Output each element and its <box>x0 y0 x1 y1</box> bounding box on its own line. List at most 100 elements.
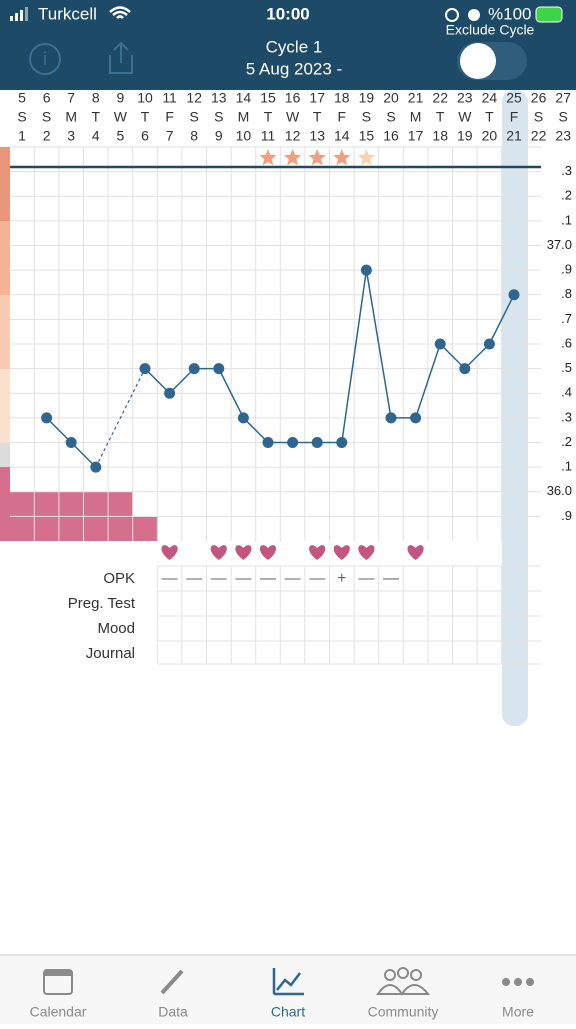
y-tick-label: .1 <box>561 459 572 474</box>
row-label: Mood <box>97 620 135 637</box>
intercourse-heart <box>210 545 227 560</box>
gap-connector <box>95 368 146 468</box>
cycle-day-label: 3 <box>67 128 75 144</box>
header-title: Cycle 1 <box>266 37 323 56</box>
date-label: 11 <box>162 90 177 106</box>
tab-label[interactable]: More <box>502 1004 534 1020</box>
wifi-icon <box>109 6 131 19</box>
y-tick-label: .8 <box>561 286 572 301</box>
row-label: Journal <box>86 645 135 662</box>
date-label: 6 <box>43 90 51 106</box>
temperature-point <box>262 437 274 448</box>
intercourse-heart <box>309 545 326 560</box>
temperature-point <box>410 412 422 424</box>
weekday-label: T <box>485 109 494 125</box>
tab-label[interactable]: Data <box>158 1004 188 1020</box>
date-label: 16 <box>285 90 301 106</box>
weekday-label: T <box>141 109 150 125</box>
row-value: — <box>186 570 202 587</box>
temperature-point <box>483 338 495 350</box>
intercourse-heart <box>259 545 277 560</box>
weekday-label: S <box>386 109 395 125</box>
temperature-point <box>385 412 397 424</box>
y-tick-label: .3 <box>561 409 572 424</box>
weekday-label: W <box>458 109 472 125</box>
y-tick-label: 37.0 <box>547 237 572 252</box>
intercourse-heart <box>333 545 350 560</box>
selected-day-column <box>502 90 528 726</box>
weekday-label: F <box>510 109 519 125</box>
cycle-day-label: 9 <box>215 128 223 144</box>
tab-bar <box>0 954 576 1024</box>
cycle-day-label: 14 <box>334 128 350 144</box>
weekday-label: S <box>534 109 543 125</box>
fertile-star <box>259 149 277 166</box>
y-tick-label: .4 <box>561 385 572 400</box>
battery-text: %100 <box>488 4 531 23</box>
tab-label[interactable]: Calendar <box>30 1004 87 1020</box>
intercourse-heart <box>235 545 252 560</box>
weekday-label: S <box>17 109 26 125</box>
y-tick-label: .2 <box>561 188 572 203</box>
row-value: + <box>337 570 346 587</box>
row-value: — <box>285 570 301 587</box>
weekday-label: F <box>338 109 347 125</box>
info-button[interactable] <box>29 43 61 75</box>
date-label: 9 <box>117 90 125 106</box>
intercourse-heart <box>358 545 375 560</box>
cycle-day-label: 10 <box>236 128 252 144</box>
weekday-label: M <box>65 109 77 125</box>
cycle-day-label: 23 <box>555 128 571 144</box>
tab-label[interactable]: Community <box>368 1004 439 1020</box>
weekday-label: S <box>362 109 371 125</box>
temperature-point <box>90 461 102 473</box>
tab-label[interactable]: Chart <box>271 1004 305 1020</box>
y-tick-label: .7 <box>561 311 572 326</box>
weekday-label: S <box>559 109 568 125</box>
row-label: Preg. Test <box>68 595 136 612</box>
cycle-day-label: 1 <box>18 128 26 144</box>
temperature-point <box>65 437 77 448</box>
date-label: 19 <box>359 90 375 106</box>
fertile-star <box>284 149 302 166</box>
alarm-icon <box>468 9 480 21</box>
y-tick-label: 36.0 <box>547 483 572 498</box>
fertile-star <box>357 149 375 166</box>
cycle-day-label: 11 <box>261 128 276 144</box>
battery-icon <box>535 6 563 23</box>
phase-strip <box>0 147 10 541</box>
weekday-label: S <box>214 109 223 125</box>
cycle-day-label: 17 <box>408 128 424 144</box>
date-label: 5 <box>18 90 26 106</box>
cycle-day-label: 15 <box>359 128 375 144</box>
date-label: 13 <box>211 90 227 106</box>
weekday-label: W <box>286 109 300 125</box>
date-label: 26 <box>531 90 547 106</box>
temperature-point <box>213 363 225 375</box>
cycle-day-label: 16 <box>383 128 399 144</box>
row-value: — <box>383 570 399 587</box>
date-label: 17 <box>309 90 325 106</box>
share-button[interactable] <box>109 41 133 74</box>
date-label: 25 <box>506 90 522 106</box>
lock-icon <box>445 8 459 22</box>
cycle-day-label: 21 <box>506 128 522 144</box>
weekday-label: T <box>264 109 273 125</box>
temperature-point <box>360 264 372 276</box>
cycle-day-label: 22 <box>531 128 547 144</box>
date-label: 7 <box>67 90 75 106</box>
row-value: — <box>162 570 178 587</box>
date-label: 10 <box>137 90 153 106</box>
y-tick-label: .5 <box>561 360 572 375</box>
weekday-label: T <box>436 109 445 125</box>
date-label: 20 <box>383 90 399 106</box>
y-tick-label: .3 <box>561 163 572 178</box>
weekday-label: S <box>42 109 51 125</box>
temperature-point <box>508 289 520 301</box>
weekday-label: S <box>190 109 199 125</box>
cycle-day-label: 19 <box>457 128 473 144</box>
date-label: 14 <box>236 90 252 106</box>
row-value: — <box>211 570 227 587</box>
toggle-label: Exclude Cycle <box>446 22 535 38</box>
